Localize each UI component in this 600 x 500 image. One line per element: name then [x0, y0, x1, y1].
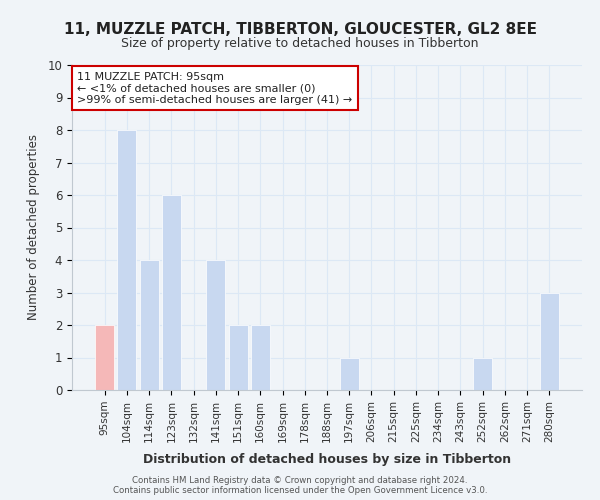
Text: Contains HM Land Registry data © Crown copyright and database right 2024.
Contai: Contains HM Land Registry data © Crown c…: [113, 476, 487, 495]
Bar: [340, 358, 359, 390]
Text: 11, MUZZLE PATCH, TIBBERTON, GLOUCESTER, GL2 8EE: 11, MUZZLE PATCH, TIBBERTON, GLOUCESTER,…: [64, 22, 536, 38]
Bar: [229, 325, 248, 390]
X-axis label: Distribution of detached houses by size in Tibberton: Distribution of detached houses by size …: [143, 453, 511, 466]
Bar: [206, 260, 225, 390]
Bar: [473, 358, 492, 390]
Bar: [540, 292, 559, 390]
Bar: [140, 260, 158, 390]
Bar: [162, 195, 181, 390]
Bar: [95, 325, 114, 390]
Bar: [118, 130, 136, 390]
Text: Size of property relative to detached houses in Tibberton: Size of property relative to detached ho…: [121, 38, 479, 51]
Bar: [251, 325, 270, 390]
Y-axis label: Number of detached properties: Number of detached properties: [28, 134, 40, 320]
Text: 11 MUZZLE PATCH: 95sqm
← <1% of detached houses are smaller (0)
>99% of semi-det: 11 MUZZLE PATCH: 95sqm ← <1% of detached…: [77, 72, 352, 104]
